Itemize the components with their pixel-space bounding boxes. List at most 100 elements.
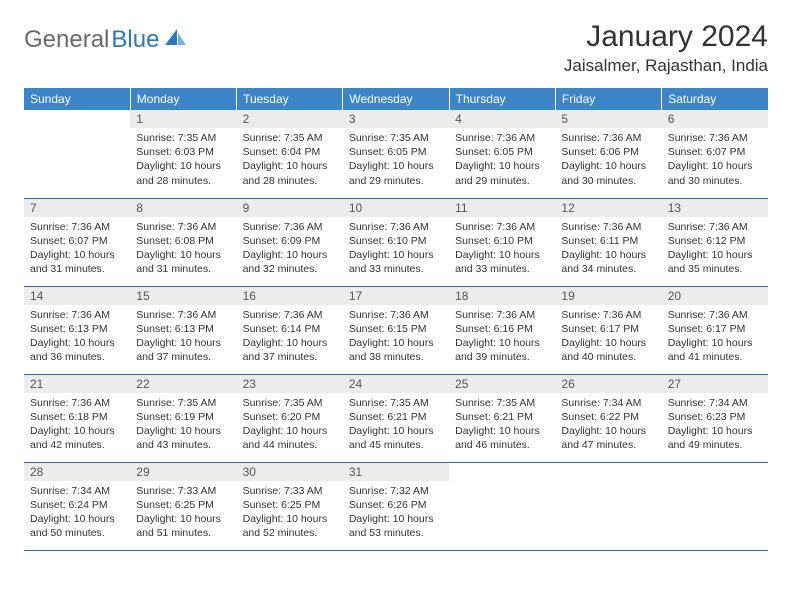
sunrise-text: Sunrise: 7:36 AM bbox=[455, 308, 549, 322]
logo-text-blue: Blue bbox=[111, 26, 159, 54]
sunset-text: Sunset: 6:09 PM bbox=[243, 234, 337, 248]
daylight-text: Daylight: 10 hours and 35 minutes. bbox=[668, 248, 762, 276]
calendar-day-cell: 5Sunrise: 7:36 AMSunset: 6:06 PMDaylight… bbox=[555, 110, 661, 198]
day-number: 7 bbox=[24, 199, 130, 217]
sunset-text: Sunset: 6:24 PM bbox=[30, 498, 124, 512]
sunset-text: Sunset: 6:12 PM bbox=[668, 234, 762, 248]
calendar-day-cell bbox=[24, 110, 130, 198]
day-number: 12 bbox=[555, 199, 661, 217]
calendar-day-cell: 8Sunrise: 7:36 AMSunset: 6:08 PMDaylight… bbox=[130, 198, 236, 286]
day-details: Sunrise: 7:36 AMSunset: 6:13 PMDaylight:… bbox=[130, 305, 236, 369]
daylight-text: Daylight: 10 hours and 50 minutes. bbox=[30, 512, 124, 540]
calendar-day-cell: 20Sunrise: 7:36 AMSunset: 6:17 PMDayligh… bbox=[662, 286, 768, 374]
calendar-day-cell: 18Sunrise: 7:36 AMSunset: 6:16 PMDayligh… bbox=[449, 286, 555, 374]
daylight-text: Daylight: 10 hours and 32 minutes. bbox=[243, 248, 337, 276]
sunrise-text: Sunrise: 7:32 AM bbox=[349, 484, 443, 498]
sunrise-text: Sunrise: 7:34 AM bbox=[30, 484, 124, 498]
calendar-day-cell: 10Sunrise: 7:36 AMSunset: 6:10 PMDayligh… bbox=[343, 198, 449, 286]
calendar-week-row: 14Sunrise: 7:36 AMSunset: 6:13 PMDayligh… bbox=[24, 286, 768, 374]
day-details: Sunrise: 7:36 AMSunset: 6:07 PMDaylight:… bbox=[24, 217, 130, 281]
day-details: Sunrise: 7:35 AMSunset: 6:21 PMDaylight:… bbox=[449, 393, 555, 457]
calendar-day-cell: 3Sunrise: 7:35 AMSunset: 6:05 PMDaylight… bbox=[343, 110, 449, 198]
day-number: 2 bbox=[237, 110, 343, 128]
sunset-text: Sunset: 6:14 PM bbox=[243, 322, 337, 336]
sunrise-text: Sunrise: 7:36 AM bbox=[349, 308, 443, 322]
daylight-text: Daylight: 10 hours and 37 minutes. bbox=[136, 336, 230, 364]
calendar-day-cell: 24 Sunrise: 7:35 AMSunset: 6:21 PMDayligh… bbox=[343, 374, 449, 462]
logo-text-general: General bbox=[24, 26, 109, 54]
sunset-text: Sunset: 6:15 PM bbox=[349, 322, 443, 336]
day-details: Sunrise: 7:35 AMSunset: 6:03 PMDaylight:… bbox=[130, 128, 236, 192]
sunrise-text: Sunrise: 7:33 AM bbox=[243, 484, 337, 498]
sunset-text: Sunset: 6:04 PM bbox=[243, 145, 337, 159]
day-details: Sunrise: 7:36 AMSunset: 6:10 PMDaylight:… bbox=[343, 217, 449, 281]
sunrise-text: Sunrise: 7:34 AM bbox=[561, 396, 655, 410]
sunrise-text: Sunrise: 7:35 AM bbox=[349, 396, 443, 410]
day-number: 27 bbox=[662, 375, 768, 393]
daylight-text: Daylight: 10 hours and 53 minutes. bbox=[349, 512, 443, 540]
calendar-day-cell: 30Sunrise: 7:33 AMSunset: 6:25 PMDayligh… bbox=[237, 462, 343, 550]
sunset-text: Sunset: 6:16 PM bbox=[455, 322, 549, 336]
calendar-day-cell bbox=[555, 462, 661, 550]
calendar-day-cell: 26Sunrise: 7:34 AMSunset: 6:22 PMDayligh… bbox=[555, 374, 661, 462]
sunset-text: Sunset: 6:07 PM bbox=[30, 234, 124, 248]
day-number: 16 bbox=[237, 287, 343, 305]
sunset-text: Sunset: 6:26 PM bbox=[349, 498, 443, 512]
daylight-text: Daylight: 10 hours and 40 minutes. bbox=[561, 336, 655, 364]
daylight-text: Daylight: 10 hours and 52 minutes. bbox=[243, 512, 337, 540]
day-number: 10 bbox=[343, 199, 449, 217]
daylight-text: Daylight: 10 hours and 38 minutes. bbox=[349, 336, 443, 364]
calendar-day-cell: 11 Sunrise: 7:36 AMSunset: 6:10 PMDayligh… bbox=[449, 198, 555, 286]
day-details: Sunrise: 7:34 AMSunset: 6:24 PMDaylight:… bbox=[24, 481, 130, 545]
daylight-text: Daylight: 10 hours and 33 minutes. bbox=[349, 248, 443, 276]
sunrise-text: Sunrise: 7:36 AM bbox=[30, 308, 124, 322]
month-title: January 2024 bbox=[564, 20, 768, 54]
daylight-text: Daylight: 10 hours and 37 minutes. bbox=[243, 336, 337, 364]
day-details: Sunrise: 7:36 AMSunset: 6:16 PMDaylight:… bbox=[449, 305, 555, 369]
day-number: 23 bbox=[237, 375, 343, 393]
daylight-text: Daylight: 10 hours and 42 minutes. bbox=[30, 424, 124, 452]
sunrise-text: Sunrise: 7:36 AM bbox=[455, 220, 549, 234]
sunrise-text: Sunrise: 7:36 AM bbox=[136, 220, 230, 234]
day-number: 11 bbox=[449, 199, 555, 217]
day-number: 3 bbox=[343, 110, 449, 128]
sunset-text: Sunset: 6:19 PM bbox=[136, 410, 230, 424]
daylight-text: Daylight: 10 hours and 45 minutes. bbox=[349, 424, 443, 452]
day-details: Sunrise: 7:35 AMSunset: 6:19 PMDaylight:… bbox=[130, 393, 236, 457]
calendar-day-cell: 14Sunrise: 7:36 AMSunset: 6:13 PMDayligh… bbox=[24, 286, 130, 374]
sunrise-text: Sunrise: 7:36 AM bbox=[668, 308, 762, 322]
day-number: 26 bbox=[555, 375, 661, 393]
calendar-day-cell: 13Sunrise: 7:36 AMSunset: 6:12 PMDayligh… bbox=[662, 198, 768, 286]
day-details: Sunrise: 7:36 AMSunset: 6:17 PMDaylight:… bbox=[662, 305, 768, 369]
sunrise-text: Sunrise: 7:36 AM bbox=[561, 308, 655, 322]
daylight-text: Daylight: 10 hours and 44 minutes. bbox=[243, 424, 337, 452]
weekday-header: Friday bbox=[555, 88, 661, 110]
daylight-text: Daylight: 10 hours and 41 minutes. bbox=[668, 336, 762, 364]
calendar-week-row: 21Sunrise: 7:36 AMSunset: 6:18 PMDayligh… bbox=[24, 374, 768, 462]
daylight-text: Daylight: 10 hours and 29 minutes. bbox=[349, 159, 443, 187]
sunset-text: Sunset: 6:10 PM bbox=[455, 234, 549, 248]
calendar-day-cell bbox=[662, 462, 768, 550]
day-number: 9 bbox=[237, 199, 343, 217]
sunrise-text: Sunrise: 7:36 AM bbox=[243, 220, 337, 234]
sunrise-text: Sunrise: 7:35 AM bbox=[136, 131, 230, 145]
day-details: Sunrise: 7:36 AMSunset: 6:17 PMDaylight:… bbox=[555, 305, 661, 369]
day-details: Sunrise: 7:36 AMSunset: 6:07 PMDaylight:… bbox=[662, 128, 768, 192]
daylight-text: Daylight: 10 hours and 51 minutes. bbox=[136, 512, 230, 540]
sunset-text: Sunset: 6:17 PM bbox=[668, 322, 762, 336]
calendar-day-cell: 15Sunrise: 7:36 AMSunset: 6:13 PMDayligh… bbox=[130, 286, 236, 374]
calendar-table: Sunday Monday Tuesday Wednesday Thursday… bbox=[24, 88, 768, 551]
weekday-header: Thursday bbox=[449, 88, 555, 110]
logo-sail-icon bbox=[164, 28, 188, 53]
day-details: Sunrise: 7:34 AMSunset: 6:22 PMDaylight:… bbox=[555, 393, 661, 457]
day-number: 6 bbox=[662, 110, 768, 128]
day-number: 24 bbox=[343, 375, 449, 393]
sunset-text: Sunset: 6:06 PM bbox=[561, 145, 655, 159]
sunset-text: Sunset: 6:21 PM bbox=[349, 410, 443, 424]
calendar-body: 1Sunrise: 7:35 AMSunset: 6:03 PMDaylight… bbox=[24, 110, 768, 550]
sunset-text: Sunset: 6:21 PM bbox=[455, 410, 549, 424]
sunrise-text: Sunrise: 7:33 AM bbox=[136, 484, 230, 498]
sunset-text: Sunset: 6:23 PM bbox=[668, 410, 762, 424]
daylight-text: Daylight: 10 hours and 33 minutes. bbox=[455, 248, 549, 276]
sunset-text: Sunset: 6:18 PM bbox=[30, 410, 124, 424]
